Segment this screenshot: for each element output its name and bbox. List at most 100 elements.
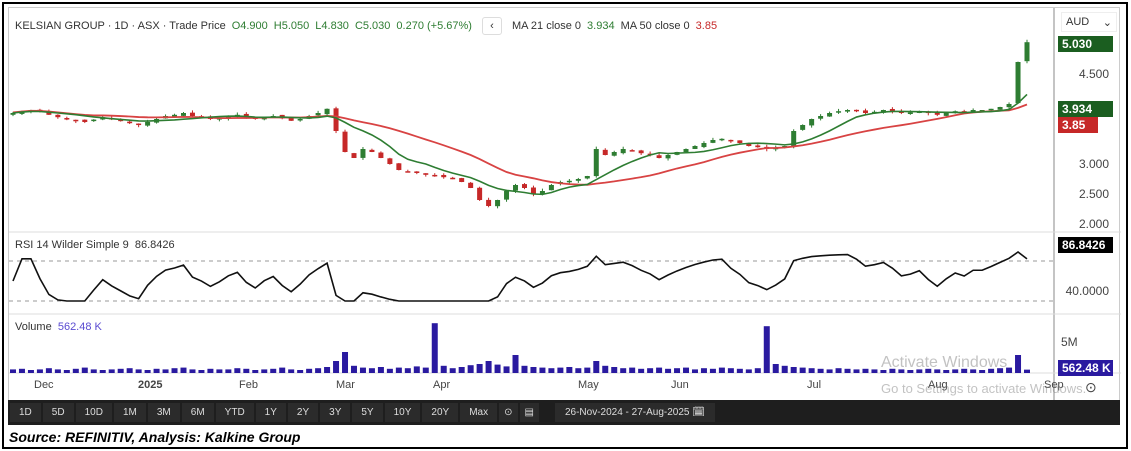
volume-bar xyxy=(647,368,654,373)
price-tick: 2.500 xyxy=(1078,187,1109,201)
ma21-value: 3.934 xyxy=(587,20,615,32)
candle-body xyxy=(423,173,429,175)
candle-body xyxy=(548,185,554,191)
volume-bar xyxy=(10,369,16,373)
candle-body xyxy=(432,174,438,177)
range-button-10d[interactable]: 10D xyxy=(75,403,112,422)
volume-bar xyxy=(862,368,869,373)
volume-bar xyxy=(234,368,241,373)
volume-bar xyxy=(45,368,52,373)
candle-body xyxy=(387,158,393,164)
volume-bar xyxy=(961,368,968,373)
volume-bar xyxy=(817,368,824,373)
volume-bar xyxy=(440,365,447,373)
candle-body xyxy=(943,113,949,116)
volume-bar xyxy=(952,369,959,373)
volume-bar xyxy=(925,368,932,373)
candle-body xyxy=(827,113,833,117)
range-button-5d[interactable]: 5D xyxy=(42,403,74,422)
range-button-10y[interactable]: 10Y xyxy=(384,403,421,422)
chart-canvas[interactable] xyxy=(9,8,1121,403)
candle-body xyxy=(369,149,375,152)
range-button-1d[interactable]: 1D xyxy=(10,403,41,422)
date-range-picker[interactable]: 26-Nov-2024 - 27-Aug-2025 🗓 xyxy=(554,403,715,422)
volume-bar xyxy=(539,367,546,373)
volume-bar xyxy=(943,370,950,373)
candle-body xyxy=(504,191,510,200)
rsi-value: 86.8426 xyxy=(134,239,175,251)
time-axis-label: Sep xyxy=(1044,379,1064,391)
range-button-1y[interactable]: 1Y xyxy=(255,403,286,422)
rsi-label: RSI 14 Wilder Simple 9 xyxy=(15,239,129,251)
volume-bar xyxy=(880,370,887,373)
range-button-max[interactable]: Max xyxy=(460,403,498,422)
candle-body xyxy=(845,110,851,112)
time-axis-label: Feb xyxy=(239,379,258,391)
range-button-20y[interactable]: 20Y xyxy=(422,403,459,422)
open-value: O4.900 xyxy=(231,20,268,32)
volume-bar xyxy=(521,365,528,373)
volume-bar xyxy=(853,369,860,373)
range-button-2y[interactable]: 2Y xyxy=(287,403,319,422)
candle-body xyxy=(854,109,860,112)
candle-body xyxy=(513,185,519,191)
candle-body xyxy=(189,112,195,116)
volume-bar xyxy=(81,367,88,373)
ma21-tag: 3.934 xyxy=(1058,101,1113,117)
volume-bar xyxy=(512,355,519,373)
volume-bar xyxy=(63,370,70,373)
candle-body xyxy=(414,171,420,173)
range-button-6m[interactable]: 6M xyxy=(181,403,214,422)
volume-bar xyxy=(718,367,725,373)
volume-bar xyxy=(467,365,474,373)
settings-icon[interactable]: ⊙ xyxy=(1085,379,1097,395)
candle-body xyxy=(360,149,366,158)
volume-bar xyxy=(916,369,923,373)
volume-bar xyxy=(683,367,690,373)
compare-icon[interactable]: ▤ xyxy=(519,403,539,422)
currency-select[interactable]: AUD ⌄ xyxy=(1061,12,1117,32)
volume-bar xyxy=(333,361,340,373)
volume-bar xyxy=(54,369,61,373)
candle-body xyxy=(746,143,752,146)
candle-body xyxy=(521,184,527,188)
range-button-3y[interactable]: 3Y xyxy=(320,403,351,422)
collapse-legend-button[interactable]: ‹ xyxy=(481,17,502,35)
candle-body xyxy=(979,110,985,112)
volume-bar xyxy=(700,368,707,373)
range-button-3m[interactable]: 3M xyxy=(147,403,180,422)
range-button-5y[interactable]: 5Y xyxy=(352,403,383,422)
time-axis-label: Mar xyxy=(336,379,355,391)
volume-bar xyxy=(306,368,313,373)
volume-bar xyxy=(476,364,483,373)
volume-bar xyxy=(431,323,438,373)
volume-bar xyxy=(413,366,420,373)
watermark-text: Go to Settings to activate Windows. xyxy=(881,381,1087,396)
candle-body xyxy=(145,122,151,126)
range-button-1m[interactable]: 1M xyxy=(113,403,146,422)
candle-body xyxy=(997,107,1003,110)
watermark-title: Activate Windows xyxy=(881,354,1008,371)
volume-bar xyxy=(198,370,205,373)
volume-bar xyxy=(997,368,1004,373)
volume-bar xyxy=(889,368,896,373)
volume-bar xyxy=(171,368,178,373)
volume-bar xyxy=(108,369,115,373)
volume-label: Volume xyxy=(15,321,52,333)
time-axis-label: Apr xyxy=(433,379,451,391)
volume-bar xyxy=(422,367,429,373)
range-button-ytd[interactable]: YTD xyxy=(215,403,254,422)
volume-bar xyxy=(261,369,268,373)
candle-body xyxy=(665,155,671,159)
volume-bar xyxy=(1024,369,1030,373)
volume-bar xyxy=(871,369,878,373)
ma50-label: MA 50 close 0 xyxy=(620,20,690,32)
volume-bar xyxy=(593,361,600,373)
candle-body xyxy=(486,199,492,206)
ma50-line xyxy=(12,103,1028,186)
ma21-line xyxy=(12,93,1028,196)
volume-bar xyxy=(27,370,34,373)
reset-icon[interactable]: ⊙ xyxy=(499,403,518,422)
volume-bar xyxy=(826,369,833,373)
